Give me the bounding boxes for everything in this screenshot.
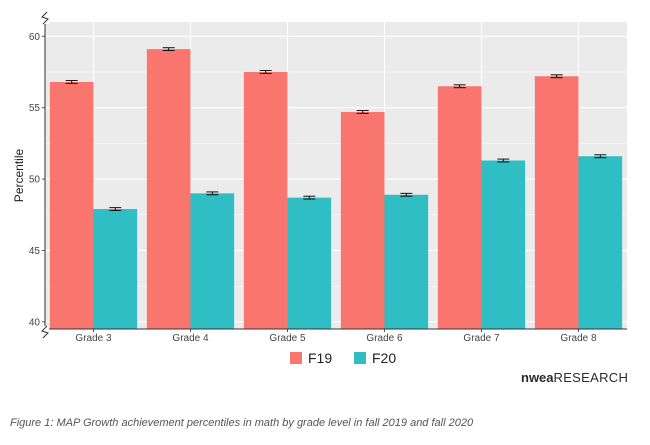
y-tick-label: 40 [29, 317, 41, 328]
logo-nwea: nwea [521, 370, 554, 385]
bar-f19-grade-5 [243, 71, 288, 329]
y-axis-label: Percentile [12, 149, 26, 203]
y-tick-label: 50 [29, 175, 41, 186]
axis-break-icon [41, 325, 49, 339]
legend-label-f19: F19 [308, 350, 332, 366]
error-bar [303, 195, 316, 200]
bar-f19-grade-7 [437, 86, 482, 329]
bar-f20-grade-7 [481, 160, 526, 329]
bar-f20-grade-8 [578, 156, 623, 329]
x-tick-label: Grade 4 [172, 333, 209, 344]
error-bar [550, 74, 563, 79]
bar-f20-grade-4 [190, 193, 235, 329]
bar-f20-grade-3 [93, 209, 138, 329]
plot-panel [45, 22, 627, 329]
x-tick-label: Grade 5 [269, 333, 306, 344]
bar-chart: 40 45 50 55 60 Grade 3 Grade 4 Grade 5 Grade 6 Gr… [12, 11, 627, 366]
bar-f19-grade-3 [49, 81, 94, 329]
nwea-research-logo: nweaRESEARCH [521, 370, 628, 385]
x-tick-label: Grade 6 [366, 333, 403, 344]
figure-caption: Figure 1: MAP Growth achievement percent… [10, 417, 474, 429]
x-tick-label: Grade 3 [75, 333, 112, 344]
bar-f19-grade-8 [534, 76, 579, 329]
x-tick-label: Grade 8 [560, 333, 597, 344]
error-bar [400, 192, 413, 197]
bar-f19-grade-6 [340, 111, 385, 330]
error-bar [162, 47, 175, 52]
y-tick-label: 55 [29, 103, 41, 114]
error-bar [594, 154, 607, 159]
x-tick-label: Grade 7 [463, 333, 500, 344]
axes: 40 45 50 55 60 Grade 3 Grade 4 Grade 5 Grade 6 Gr… [29, 11, 627, 344]
legend-swatch-f19 [290, 352, 302, 364]
error-bar [259, 70, 272, 74]
bar-f20-grade-5 [287, 197, 332, 329]
legend-label-f20: F20 [372, 350, 396, 366]
legend-swatch-f20 [354, 352, 366, 364]
error-bar [356, 110, 369, 114]
error-bar [65, 80, 78, 84]
y-tick-label: 60 [29, 32, 41, 43]
bar-f20-grade-6 [384, 194, 429, 329]
axis-break-icon [41, 11, 49, 25]
error-bar [109, 207, 122, 211]
logo-research: RESEARCH [553, 370, 629, 385]
legend: F19 F20 [290, 350, 396, 366]
y-tick-label: 45 [29, 246, 41, 257]
bar-f19-grade-4 [146, 49, 191, 329]
bars [49, 47, 623, 330]
error-bar [453, 84, 466, 89]
error-bar [206, 191, 219, 196]
error-bar [497, 158, 510, 163]
